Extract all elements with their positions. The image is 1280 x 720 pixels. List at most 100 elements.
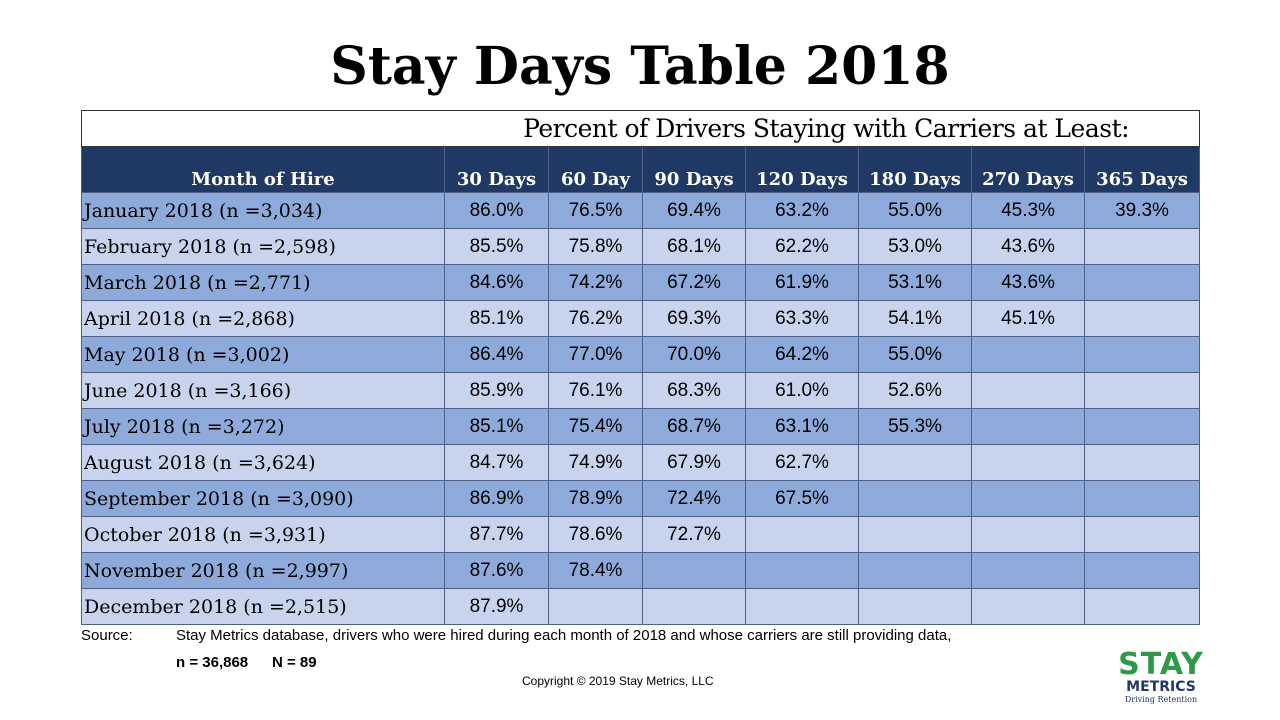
table-row: April 2018 (n =2,868) 85.1% 76.2% 69.3% 63.3…	[81, 300, 1201, 337]
percent-cell: 75.4%	[548, 408, 643, 445]
month-cell: January 2018 (n =3,034)	[81, 192, 445, 229]
percent-cell: 75.8%	[548, 228, 643, 265]
percent-cell: 85.1%	[444, 300, 549, 337]
percent-cell: 74.9%	[548, 444, 643, 481]
table-row: September 2018 (n =3,090) 86.9% 78.9% 72.4%…	[81, 480, 1201, 517]
carrier-count: N = 89	[272, 654, 317, 671]
percent-cell	[1083, 516, 1201, 553]
percent-cell: 63.3%	[745, 300, 859, 337]
percent-cell: 70.0%	[642, 336, 746, 373]
table-row: March 2018 (n =2,771) 84.6% 74.2% 67.2% 61.9…	[81, 264, 1201, 301]
percent-cell: 84.7%	[444, 444, 549, 481]
percent-cell	[858, 552, 972, 589]
percent-cell	[971, 588, 1085, 625]
percent-cell: 85.1%	[444, 408, 549, 445]
month-cell: October 2018 (n =3,931)	[81, 516, 445, 553]
percent-cell: 67.2%	[642, 264, 746, 301]
table-row: December 2018 (n =2,515) 87.9%	[81, 588, 1201, 625]
percent-cell	[971, 336, 1085, 373]
percent-cell	[858, 444, 972, 481]
percent-cell	[642, 552, 746, 589]
logo: STAY METRICS Driving Retention	[1118, 650, 1204, 705]
percent-cell: 72.7%	[642, 516, 746, 553]
percent-cell: 61.9%	[745, 264, 859, 301]
percent-cell	[858, 516, 972, 553]
percent-cell	[548, 588, 643, 625]
percent-cell	[1083, 336, 1201, 373]
copyright: Copyright © 2019 Stay Metrics, LLC	[522, 674, 714, 688]
percent-cell: 68.7%	[642, 408, 746, 445]
month-cell: February 2018 (n =2,598)	[81, 228, 445, 265]
percent-cell: 87.6%	[444, 552, 549, 589]
sample-size: n = 36,868	[176, 654, 249, 671]
column-header: 90 Days	[642, 146, 746, 193]
column-header: 60 Day	[548, 146, 643, 193]
table-row: February 2018 (n =2,598) 85.5% 75.8% 68.1% 6…	[81, 228, 1201, 265]
month-cell: March 2018 (n =2,771)	[81, 264, 445, 301]
column-header: 120 Days	[745, 146, 859, 193]
percent-cell: 55.0%	[858, 192, 972, 229]
column-header: 30 Days	[444, 146, 549, 193]
percent-cell	[1083, 588, 1201, 625]
percent-cell	[1083, 480, 1201, 517]
percent-cell	[971, 408, 1085, 445]
month-cell: April 2018 (n =2,868)	[81, 300, 445, 337]
percent-cell: 43.6%	[971, 264, 1085, 301]
percent-cell: 86.0%	[444, 192, 549, 229]
percent-cell: 86.9%	[444, 480, 549, 517]
percent-cell: 69.3%	[642, 300, 746, 337]
table-row: January 2018 (n =3,034) 86.0% 76.5% 69.4% 63…	[81, 192, 1201, 229]
percent-cell: 62.7%	[745, 444, 859, 481]
percent-cell: 45.3%	[971, 192, 1085, 229]
column-header: 180 Days	[858, 146, 972, 193]
percent-cell: 84.6%	[444, 264, 549, 301]
percent-cell: 53.1%	[858, 264, 972, 301]
slide-title: Stay Days Table 2018	[330, 36, 950, 97]
percent-cell: 52.6%	[858, 372, 972, 409]
month-cell: September 2018 (n =3,090)	[81, 480, 445, 517]
month-cell: June 2018 (n =3,166)	[81, 372, 445, 409]
percent-cell: 85.5%	[444, 228, 549, 265]
percent-cell	[858, 588, 972, 625]
percent-cell: 68.1%	[642, 228, 746, 265]
percent-cell	[971, 552, 1085, 589]
percent-cell: 53.0%	[858, 228, 972, 265]
month-cell: November 2018 (n =2,997)	[81, 552, 445, 589]
table-row: October 2018 (n =3,931) 87.7% 78.6% 72.7%	[81, 516, 1201, 553]
source-label: Source:	[81, 627, 133, 644]
percent-cell: 55.0%	[858, 336, 972, 373]
percent-cell: 86.4%	[444, 336, 549, 373]
column-header: 270 Days	[971, 146, 1085, 193]
percent-cell	[745, 588, 859, 625]
logo-tagline: Driving Retention	[1124, 695, 1198, 704]
percent-cell: 87.7%	[444, 516, 549, 553]
percent-cell: 64.2%	[745, 336, 859, 373]
table-row: June 2018 (n =3,166) 85.9% 76.1% 68.3% 61.0%…	[81, 372, 1201, 409]
column-header: 365 Days	[1083, 146, 1201, 193]
percent-cell: 69.4%	[642, 192, 746, 229]
percent-cell: 61.0%	[745, 372, 859, 409]
month-cell: August 2018 (n =3,624)	[81, 444, 445, 481]
percent-cell	[745, 516, 859, 553]
percent-cell: 67.5%	[745, 480, 859, 517]
superheader-row: Percent of Drivers Staying with Carriers…	[80, 110, 1201, 147]
logo-top: STAY	[1118, 647, 1204, 682]
percent-cell	[971, 372, 1085, 409]
percent-cell: 67.9%	[642, 444, 746, 481]
superheader: Percent of Drivers Staying with Carriers…	[80, 110, 1201, 147]
source-text: Stay Metrics database, drivers who were …	[176, 627, 952, 644]
percent-cell: 77.0%	[548, 336, 643, 373]
percent-cell	[1083, 444, 1201, 481]
percent-cell	[1083, 372, 1201, 409]
percent-cell: 87.9%	[444, 588, 549, 625]
month-cell: July 2018 (n =3,272)	[81, 408, 445, 445]
percent-cell	[745, 552, 859, 589]
percent-cell: 45.1%	[971, 300, 1085, 337]
percent-cell: 78.9%	[548, 480, 643, 517]
percent-cell	[1083, 228, 1201, 265]
table-row: August 2018 (n =3,624) 84.7% 74.9% 67.9% 62.…	[81, 444, 1201, 481]
percent-cell: 54.1%	[858, 300, 972, 337]
percent-cell: 43.6%	[971, 228, 1085, 265]
percent-cell	[971, 480, 1085, 517]
